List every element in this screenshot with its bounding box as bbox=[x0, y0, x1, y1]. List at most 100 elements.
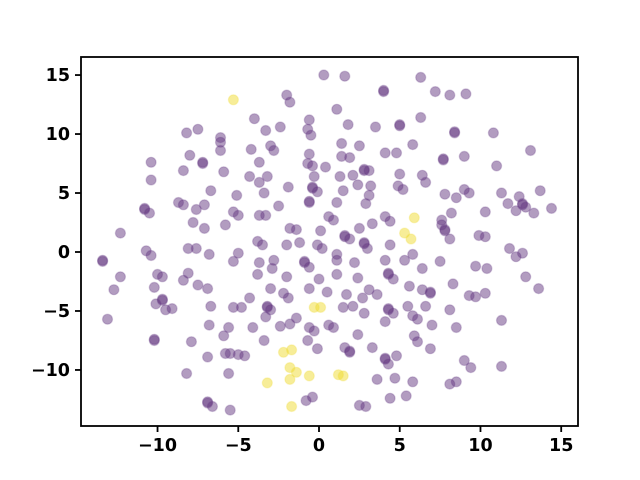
data-point-cluster-purple bbox=[282, 292, 294, 304]
data-point-cluster-purple bbox=[520, 271, 532, 283]
data-point-cluster-purple bbox=[463, 187, 475, 199]
data-point-cluster-purple bbox=[306, 181, 319, 193]
data-point-cluster-purple bbox=[139, 202, 151, 214]
data-point-cluster-purple bbox=[303, 148, 315, 160]
data-point-cluster-purple bbox=[231, 189, 243, 201]
data-point-cluster-purple bbox=[444, 233, 456, 245]
data-point-cluster-purple bbox=[148, 281, 160, 293]
data-point-cluster-purple bbox=[156, 294, 168, 306]
data-point-cluster-purple bbox=[327, 321, 340, 334]
data-point-cluster-purple bbox=[202, 351, 214, 363]
data-point-cluster-purple bbox=[331, 254, 343, 266]
data-point-cluster-purple bbox=[248, 113, 260, 125]
data-point-cluster-purple bbox=[379, 316, 391, 328]
data-point-cluster-purple bbox=[379, 352, 391, 364]
data-point-cluster-purple bbox=[344, 152, 356, 164]
data-point-cluster-purple bbox=[181, 367, 193, 380]
data-point-cluster-purple bbox=[424, 286, 436, 298]
x-tick-label: 10 bbox=[468, 436, 492, 456]
data-point-cluster-purple bbox=[411, 336, 424, 348]
data-point-cluster-purple bbox=[479, 231, 491, 243]
data-point-cluster-purple bbox=[187, 216, 199, 229]
data-point-cluster-purple bbox=[402, 300, 414, 312]
data-point-cluster-purple bbox=[327, 214, 340, 226]
data-point-cluster-purple bbox=[253, 257, 265, 269]
data-point-cluster-purple bbox=[96, 254, 109, 266]
data-point-cluster-purple bbox=[510, 251, 522, 263]
data-point-cluster-purple bbox=[503, 242, 516, 255]
data-point-cluster-purple bbox=[182, 267, 194, 279]
data-point-cluster-yellow bbox=[315, 301, 327, 313]
data-point-cluster-purple bbox=[177, 199, 189, 211]
data-point-cluster-purple bbox=[495, 314, 508, 326]
data-point-cluster-purple bbox=[491, 160, 503, 172]
data-point-cluster-purple bbox=[282, 181, 294, 193]
data-point-cluster-purple bbox=[218, 166, 230, 178]
data-point-cluster-purple bbox=[298, 255, 311, 267]
data-point-cluster-purple bbox=[190, 242, 202, 255]
data-point-cluster-purple bbox=[344, 345, 356, 357]
data-point-cluster-yellow bbox=[337, 370, 349, 382]
data-point-cluster-purple bbox=[184, 149, 196, 161]
data-point-cluster-purple bbox=[360, 198, 372, 210]
data-point-cluster-purple bbox=[311, 343, 323, 355]
data-point-cluster-purple bbox=[260, 209, 272, 221]
data-point-cluster-yellow bbox=[303, 370, 315, 382]
data-point-cluster-purple bbox=[198, 199, 210, 211]
data-point-cluster-purple bbox=[303, 283, 315, 295]
data-point-cluster-purple bbox=[363, 284, 375, 296]
data-point-cluster-purple bbox=[426, 319, 438, 331]
data-point-cluster-purple bbox=[358, 163, 370, 175]
data-point-cluster-purple bbox=[198, 222, 210, 234]
data-point-cluster-purple bbox=[260, 311, 272, 323]
data-point-cluster-purple bbox=[379, 147, 391, 159]
data-point-cluster-purple bbox=[358, 237, 370, 249]
data-point-cluster-purple bbox=[145, 174, 157, 186]
data-point-cluster-purple bbox=[331, 196, 343, 209]
data-point-cluster-purple bbox=[407, 248, 419, 260]
data-point-cluster-purple bbox=[185, 336, 197, 348]
y-tick-label: 15 bbox=[46, 66, 70, 86]
data-point-cluster-purple bbox=[253, 156, 265, 168]
data-point-cluster-purple bbox=[203, 248, 215, 260]
data-point-cluster-purple bbox=[235, 301, 248, 313]
data-point-cluster-purple bbox=[378, 84, 390, 97]
data-point-cluster-purple bbox=[415, 111, 427, 124]
data-point-cluster-purple bbox=[258, 187, 270, 199]
data-point-cluster-purple bbox=[306, 160, 319, 172]
data-point-cluster-purple bbox=[420, 176, 432, 188]
data-point-cluster-purple bbox=[284, 318, 296, 330]
data-point-cluster-purple bbox=[156, 271, 168, 283]
data-point-cluster-yellow bbox=[286, 400, 298, 413]
data-point-cluster-purple bbox=[232, 209, 244, 221]
data-point-cluster-purple bbox=[481, 262, 493, 275]
data-point-cluster-purple bbox=[260, 124, 272, 137]
data-point-cluster-yellow bbox=[284, 373, 296, 385]
data-point-cluster-purple bbox=[302, 334, 314, 347]
data-point-cluster-purple bbox=[303, 114, 315, 126]
data-point-cluster-purple bbox=[479, 287, 491, 299]
data-point-cluster-purple bbox=[337, 185, 349, 197]
data-point-cluster-purple bbox=[334, 170, 346, 183]
data-point-cluster-purple bbox=[244, 170, 256, 183]
data-point-cluster-purple bbox=[371, 373, 383, 385]
data-point-cluster-purple bbox=[470, 291, 482, 303]
data-point-cluster-purple bbox=[399, 254, 411, 266]
data-point-cluster-purple bbox=[450, 192, 462, 204]
data-point-cluster-purple bbox=[528, 207, 540, 219]
data-point-cluster-purple bbox=[190, 203, 202, 216]
data-point-cluster-purple bbox=[450, 376, 462, 388]
data-point-cluster-purple bbox=[274, 320, 286, 332]
data-point-cluster-purple bbox=[416, 262, 428, 275]
data-point-cluster-purple bbox=[181, 127, 193, 139]
data-point-cluster-purple bbox=[273, 200, 285, 212]
data-point-cluster-purple bbox=[444, 89, 456, 101]
data-point-cluster-purple bbox=[223, 321, 235, 334]
data-point-cluster-purple bbox=[352, 329, 364, 341]
data-point-cluster-purple bbox=[487, 127, 499, 139]
data-point-cluster-purple bbox=[339, 229, 351, 242]
data-point-cluster-purple bbox=[394, 118, 406, 131]
data-point-cluster-purple bbox=[303, 195, 315, 207]
data-point-cluster-purple bbox=[460, 88, 472, 100]
x-tick-label: 15 bbox=[549, 436, 573, 456]
